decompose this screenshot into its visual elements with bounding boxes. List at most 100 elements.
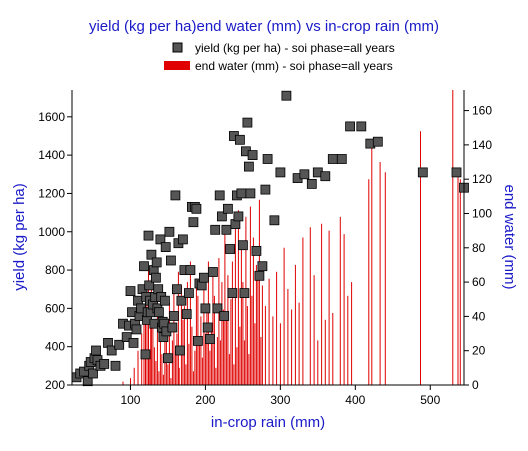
x-tick-label-1: 200 xyxy=(195,393,215,407)
yield-point-119 xyxy=(336,154,347,164)
yield-point-108 xyxy=(260,184,271,195)
yield-point-84 xyxy=(212,303,223,314)
yield-point-69 xyxy=(183,288,194,299)
legend-marker-yield xyxy=(172,42,183,53)
yield-point-56 xyxy=(162,353,173,364)
yield-point-14 xyxy=(110,360,121,371)
yield-point-23 xyxy=(131,324,142,335)
x-tick-label-4: 500 xyxy=(420,393,440,407)
legend-marker-end-water xyxy=(164,61,190,70)
yield-point-80 xyxy=(202,322,213,333)
yield-point-64 xyxy=(174,345,185,356)
yield-point-98 xyxy=(237,240,248,251)
y-tick-label-5: 1200 xyxy=(38,186,65,200)
y-tick-label-2: 600 xyxy=(45,301,65,315)
yield-point-17 xyxy=(121,332,132,343)
y-tick-label-7: 1600 xyxy=(38,110,65,124)
yield-point-118 xyxy=(327,154,338,164)
yield-point-74 xyxy=(191,203,202,214)
yield-point-29 xyxy=(140,349,151,360)
x-axis-ticks: 100 200 300 400 500 xyxy=(120,385,441,407)
yield-point-53 xyxy=(159,295,170,306)
yield-point-110 xyxy=(269,215,280,226)
x-axis-title: in-crop rain (mm) xyxy=(211,414,325,431)
yield-point-78 xyxy=(198,272,209,283)
yield-point-60 xyxy=(168,311,179,321)
y-tick-label-1: 400 xyxy=(45,340,65,354)
yield-point-115 xyxy=(306,178,317,189)
yield-point-125 xyxy=(451,167,462,178)
y2-tick-label-7: 140 xyxy=(472,138,492,152)
yield-point-33 xyxy=(143,230,154,241)
yield-point-21 xyxy=(128,337,139,348)
yield-point-95 xyxy=(233,211,244,222)
y2-tick-label-3: 60 xyxy=(472,275,486,289)
yield-point-107 xyxy=(257,261,268,272)
y-tick-label-3: 800 xyxy=(45,263,65,277)
yield-point-88 xyxy=(221,224,232,235)
yield-point-58 xyxy=(165,255,176,266)
yield-point-57 xyxy=(164,226,175,237)
yield-point-65 xyxy=(176,295,187,306)
yield-point-109 xyxy=(262,154,273,164)
y2-tick-label-2: 40 xyxy=(472,309,486,323)
yield-point-124 xyxy=(417,167,428,178)
yield-point-75 xyxy=(192,335,203,346)
yield-point-46 xyxy=(153,307,164,318)
yield-point-91 xyxy=(227,288,238,299)
y2-tick-label-4: 80 xyxy=(472,241,486,255)
yield-point-72 xyxy=(188,217,199,228)
x-tick-label-3: 400 xyxy=(345,393,365,407)
legend-label-yield: yield (kg per ha) - soi phase=all years xyxy=(195,41,395,55)
yield-point-11 xyxy=(99,358,110,369)
y2-tick-label-0: 0 xyxy=(472,378,479,392)
yield-point-106 xyxy=(254,270,265,281)
yield-point-42 xyxy=(150,272,161,283)
yield-point-101 xyxy=(242,117,253,128)
yield-point-82 xyxy=(207,267,218,277)
yield-point-102 xyxy=(243,161,254,172)
yield-point-47 xyxy=(155,234,166,245)
yield-point-13 xyxy=(106,345,117,356)
yield-point-105 xyxy=(251,245,262,256)
y-axis-ticks: 200 400 600 800 1000 1200 1400 1600 xyxy=(38,110,72,392)
yield-point-103 xyxy=(245,188,256,199)
yield-point-112 xyxy=(281,90,292,101)
yield-point-104 xyxy=(247,150,258,161)
yield-point-19 xyxy=(125,286,136,297)
yield-point-68 xyxy=(181,309,192,320)
yield-point-79 xyxy=(200,303,211,314)
yield-point-8 xyxy=(91,345,101,356)
y2-tick-label-5: 100 xyxy=(472,206,492,220)
yield-point-121 xyxy=(356,121,367,132)
y2-tick-label-8: 160 xyxy=(472,104,492,118)
yield-point-87 xyxy=(219,311,230,321)
yield-point-59 xyxy=(167,322,178,333)
yield-point-43 xyxy=(151,257,162,268)
yield-point-111 xyxy=(275,167,286,178)
yield-point-6 xyxy=(88,368,98,379)
yield-point-89 xyxy=(222,203,233,214)
yield-point-37 xyxy=(146,249,157,260)
y-tick-label-0: 200 xyxy=(45,378,65,392)
y2-axis-ticks: 0 20 40 60 80 100 120 140 160 xyxy=(464,104,492,392)
y-axis-title: yield (kg per ha) xyxy=(11,183,28,291)
y2-tick-label-1: 20 xyxy=(472,344,486,358)
yield-point-120 xyxy=(345,121,356,132)
yield-point-81 xyxy=(204,334,215,344)
yield-point-114 xyxy=(299,169,310,180)
y2-axis-title: end water (mm) xyxy=(501,184,518,289)
yield-point-96 xyxy=(234,134,245,145)
yield-point-97 xyxy=(236,188,247,199)
yield-point-123 xyxy=(372,136,383,147)
yield-point-54 xyxy=(160,242,171,253)
yield-series xyxy=(71,90,469,387)
yield-point-117 xyxy=(320,171,331,182)
legend-label-end-water: end water (mm) - soi phase=all years xyxy=(195,59,393,73)
yield-point-83 xyxy=(210,224,221,235)
y2-tick-label-6: 120 xyxy=(472,172,492,186)
yield-point-15 xyxy=(114,339,125,350)
yield-point-3 xyxy=(82,376,93,387)
yield-point-62 xyxy=(171,284,182,295)
